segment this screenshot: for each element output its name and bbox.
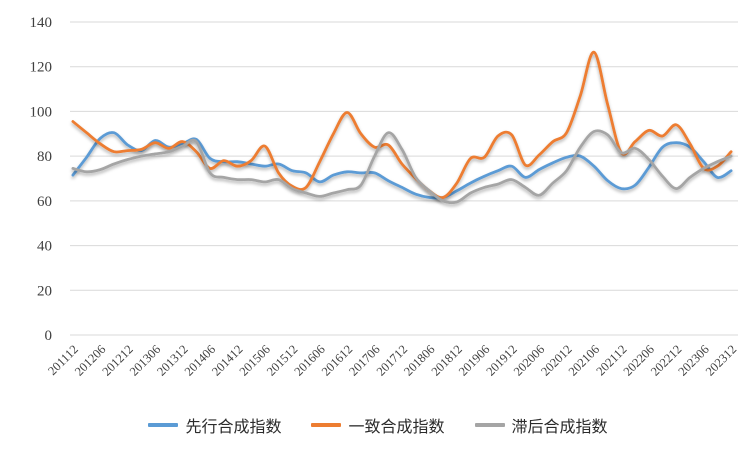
chart-legend: 先行合成指数 一致合成指数 滞后合成指数 <box>0 408 756 442</box>
y-axis-label: 100 <box>30 104 53 120</box>
series-line-0 <box>71 131 733 200</box>
x-axis-label: 202312 <box>703 342 739 378</box>
legend-line-swatch <box>148 423 179 427</box>
legend-item-0: 先行合成指数 <box>148 413 281 437</box>
x-axis-label: 202106 <box>566 342 602 378</box>
series-line-2 <box>71 129 733 205</box>
legend-item-2: 滞后合成指数 <box>474 413 608 437</box>
y-axis-label: 140 <box>30 15 53 31</box>
y-axis-label: 0 <box>45 328 53 344</box>
y-axis-label: 20 <box>37 283 52 299</box>
legend-label: 滞后合成指数 <box>511 419 608 436</box>
legend-label: 先行合成指数 <box>185 419 282 436</box>
legend-line-swatch <box>311 423 342 427</box>
y-axis-label: 80 <box>37 149 52 165</box>
legend-item-1: 一致合成指数 <box>311 413 445 437</box>
series-line-1 <box>71 50 733 200</box>
legend-line-swatch <box>474 423 505 427</box>
y-axis-label: 120 <box>30 60 53 76</box>
legend-label: 一致合成指数 <box>348 419 445 436</box>
y-axis-label: 40 <box>37 239 52 255</box>
y-axis-label: 60 <box>37 194 52 210</box>
